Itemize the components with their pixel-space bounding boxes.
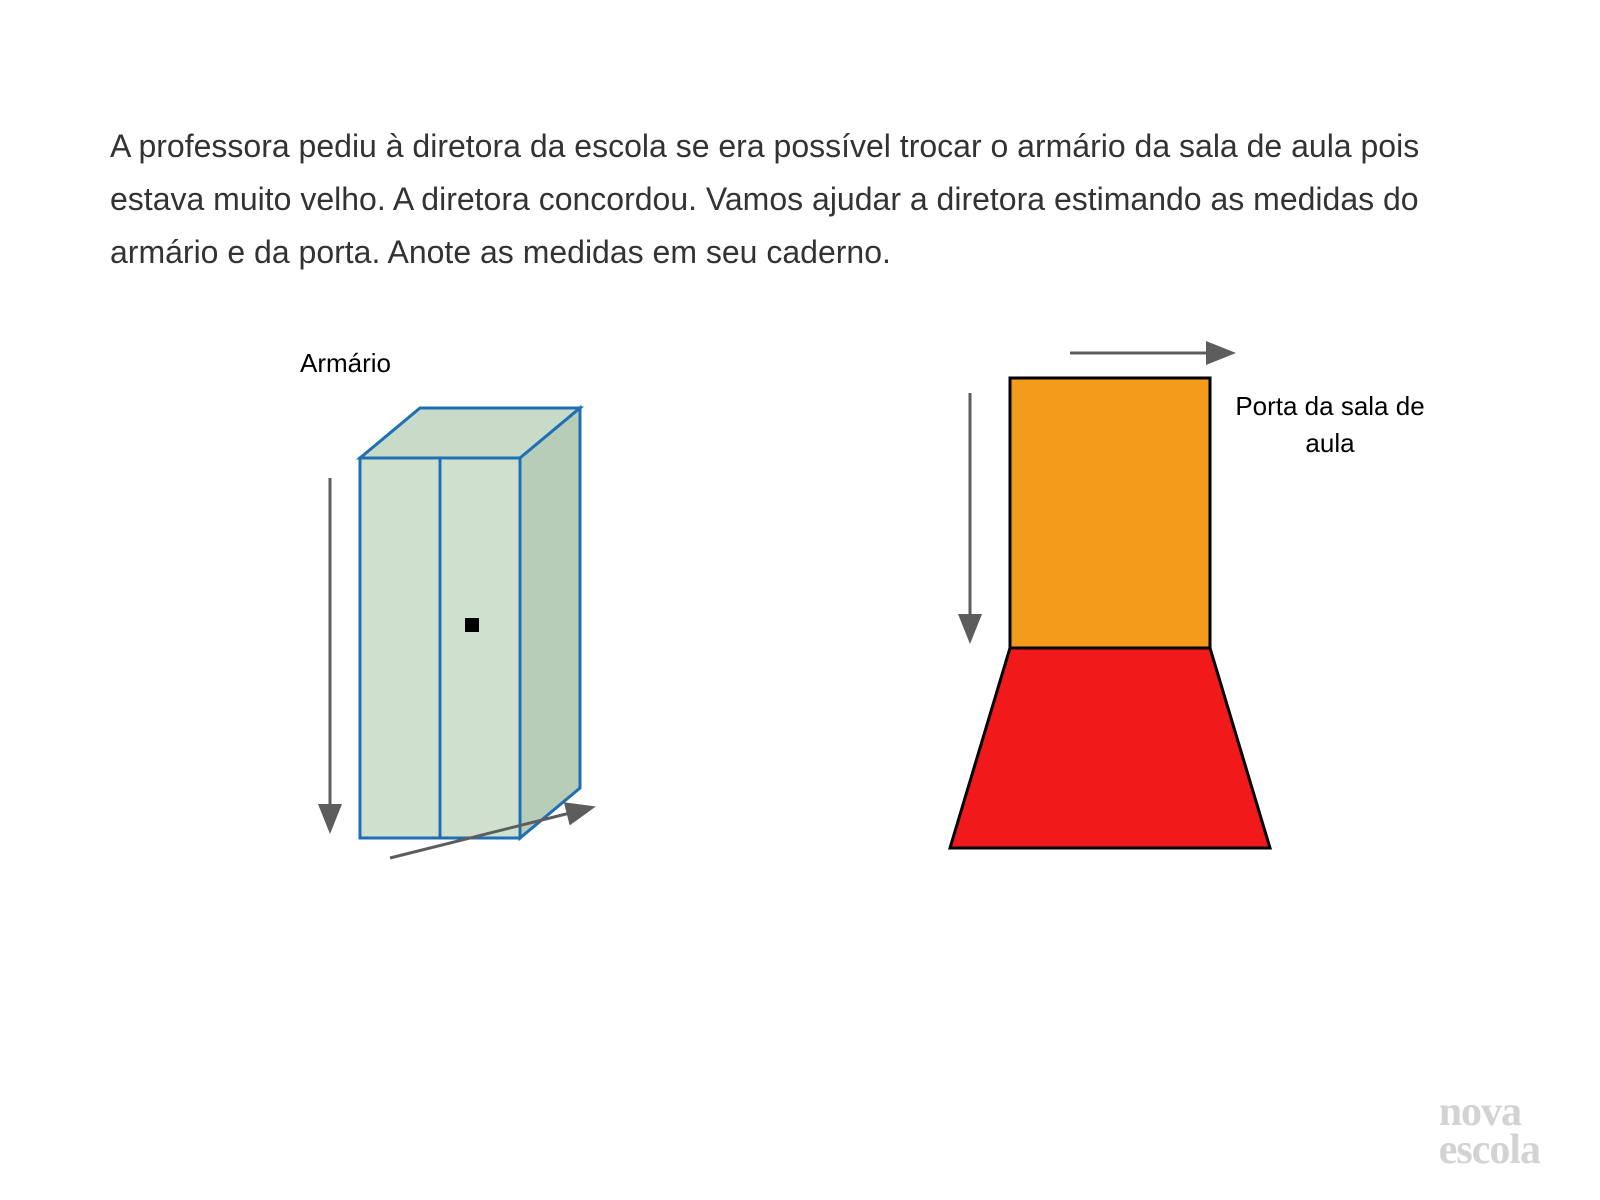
door-top [1010, 378, 1210, 648]
cabinet-front-left [360, 458, 440, 838]
nova-escola-logo: nova escola [1439, 1094, 1540, 1170]
logo-line2: escola [1439, 1132, 1540, 1170]
door-base [950, 648, 1270, 848]
diagrams-container: Armário [110, 338, 1490, 1038]
door-svg [910, 338, 1470, 898]
cabinet-front-right [440, 458, 520, 838]
cabinet-handle [465, 618, 479, 632]
cabinet-svg [210, 338, 710, 898]
cabinet-diagram: Armário [210, 338, 710, 938]
instructions-text: A professora pediu à diretora da escola … [110, 120, 1490, 278]
cabinet-side-face [520, 408, 580, 838]
door-diagram: Porta da sala de aula [910, 338, 1510, 938]
